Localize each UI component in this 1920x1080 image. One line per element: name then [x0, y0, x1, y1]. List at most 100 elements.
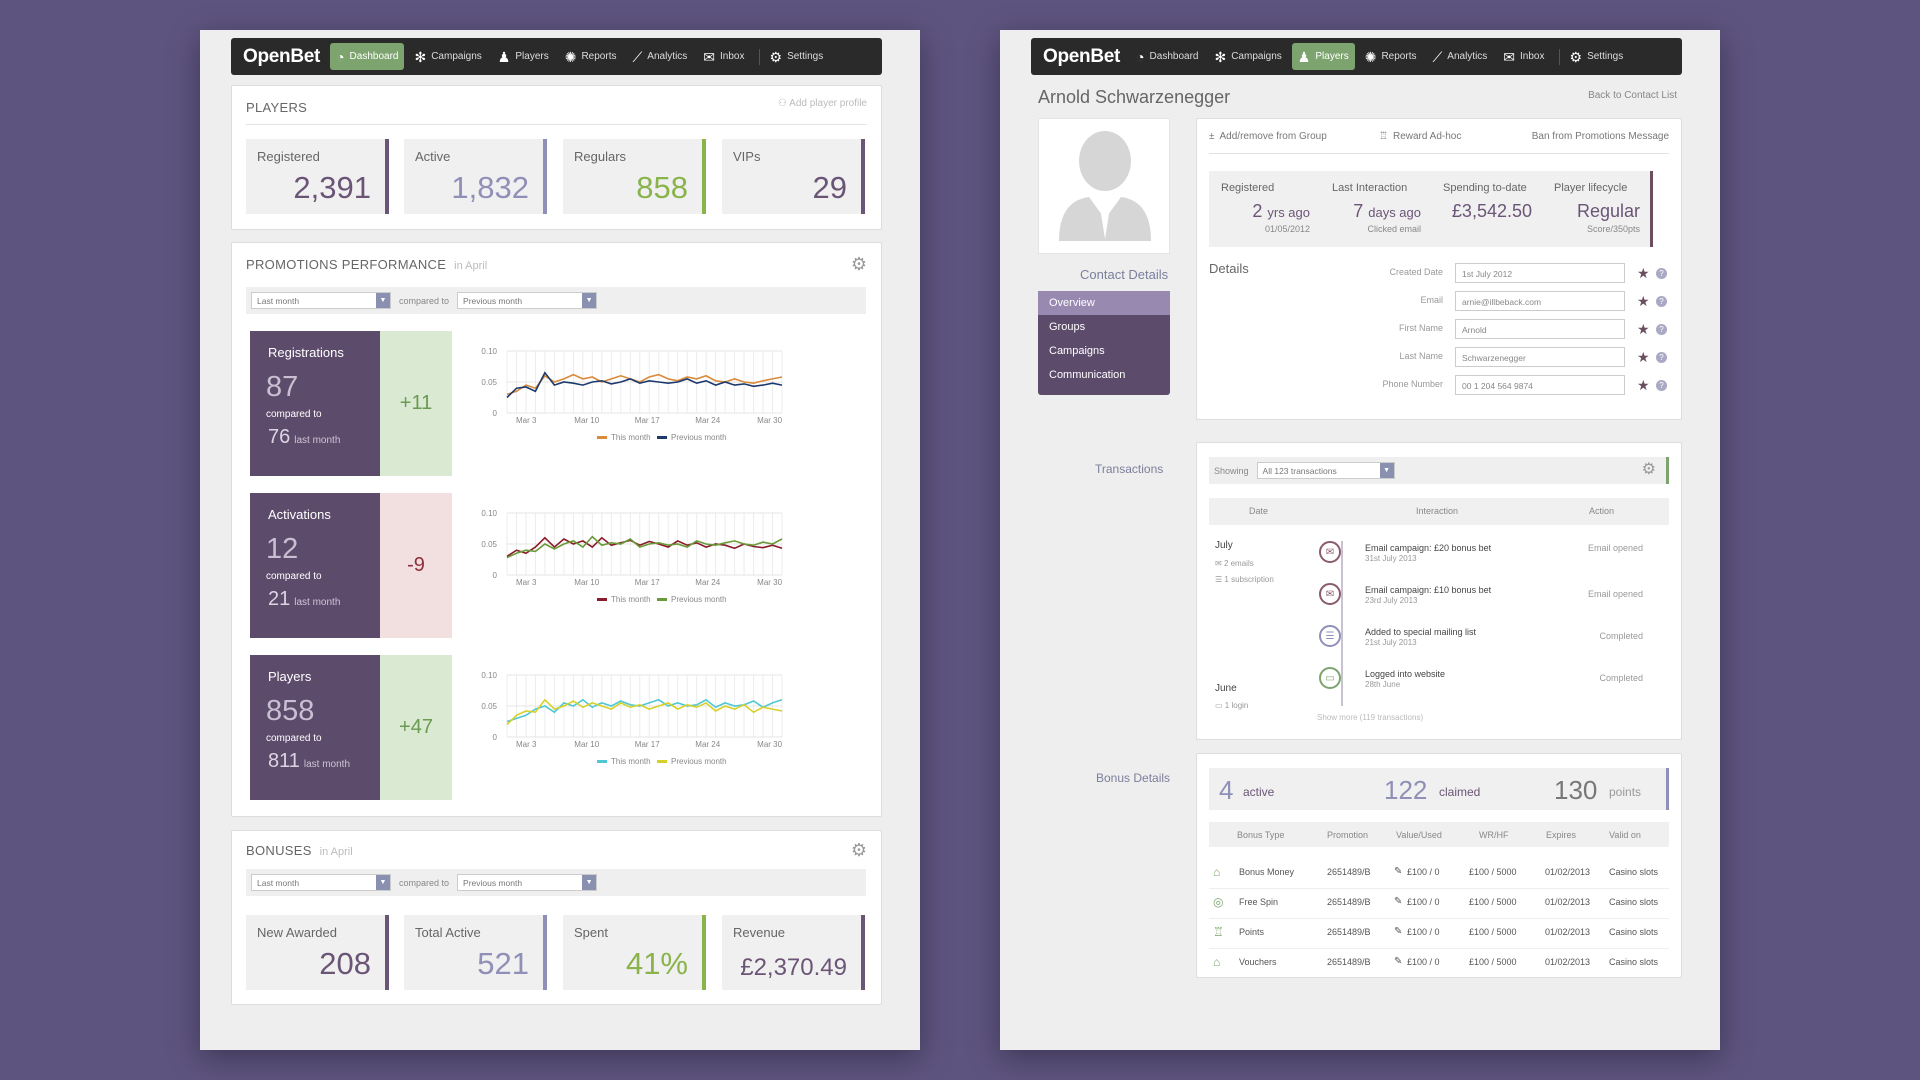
created-date-field[interactable]: 1st July 2012: [1455, 263, 1625, 283]
series-line: [506, 698, 783, 726]
star-icon[interactable]: ★: [1637, 265, 1650, 281]
nav-inbox[interactable]: ✉ Inbox: [1503, 48, 1545, 65]
last-name-field[interactable]: Schwarzenegger: [1455, 347, 1625, 367]
help-icon[interactable]: ?: [1656, 352, 1667, 363]
nav-campaigns[interactable]: ✻ Campaigns: [1214, 48, 1282, 65]
help-icon[interactable]: ?: [1656, 296, 1667, 307]
add-remove-group-action[interactable]: ± Add/remove from Group: [1209, 131, 1327, 142]
menu-campaigns[interactable]: Campaigns: [1049, 345, 1105, 357]
table-row[interactable]: ⌂ Bonus Money 2651489/B £100 / 0 £100 / 5000…: [1209, 859, 1669, 889]
transactions-select[interactable]: All 123 transactions ▼: [1256, 462, 1395, 479]
star-icon[interactable]: ★: [1637, 377, 1650, 393]
list-icon: ☰: [1319, 625, 1341, 647]
reward-adhoc-action[interactable]: ♖ Reward Ad-hoc: [1379, 131, 1462, 142]
nav-players[interactable]: ♟ Players: [497, 48, 549, 65]
period-select[interactable]: Last month ▼: [251, 874, 391, 891]
bonus-cell-valid: Casino slots: [1609, 927, 1659, 937]
badge-icon: ✺: [1364, 48, 1377, 65]
player-profile-screen: OpenBet ◔ Dashboard ✻ Campaigns ♟ Players ✺…: [1000, 30, 1720, 1050]
gear-icon[interactable]: ⚙: [850, 254, 867, 274]
logo: OpenBet: [243, 45, 321, 67]
table-row[interactable]: ♖ Points 2651489/B £100 / 0 £100 / 5000 01/02…: [1209, 919, 1669, 949]
month-july: July: [1215, 540, 1233, 551]
nav-players[interactable]: ♟ Players: [1291, 43, 1355, 70]
help-icon[interactable]: ?: [1656, 268, 1667, 279]
dashboard-icon: ◔: [336, 48, 345, 65]
series-line: [506, 698, 783, 723]
transactions-panel: Showing All 123 transactions ▼ ⚙ Date Int…: [1196, 442, 1682, 740]
gear-icon[interactable]: ⚙: [1641, 461, 1656, 478]
help-icon[interactable]: ?: [1656, 380, 1667, 391]
edit-icon[interactable]: ✎: [1394, 956, 1403, 967]
laptop-icon: ▭: [1215, 701, 1223, 710]
menu-overview[interactable]: Overview: [1038, 291, 1170, 315]
dashboard-icon: ◔: [1136, 48, 1145, 65]
bonus-cell-promotion: 2651489/B: [1327, 897, 1371, 907]
nav-settings[interactable]: ⚙ Settings: [769, 48, 824, 65]
promotions-panel: PROMOTIONS PERFORMANCE in April ⚙ Last mo…: [231, 242, 882, 817]
email-row: Email arnie@illbeback.com ★?: [1197, 291, 1681, 311]
first-name-field[interactable]: Arnold: [1455, 319, 1625, 339]
help-icon[interactable]: ?: [1656, 324, 1667, 335]
nav-campaigns[interactable]: ✻ Campaigns: [414, 48, 482, 65]
registrations-block: Registrations 87 compared to 76 last mont…: [250, 331, 380, 476]
activations-chart: 0.10 0.05 0 Mar 3 Mar 10 Mar 17 Mar 24 Mar 30 Th…: [481, 505, 782, 635]
x-tick-label: Mar 10: [574, 416, 599, 425]
x-tick-label: Mar 17: [635, 578, 660, 587]
table-row[interactable]: ◎ Free Spin 2651489/B £100 / 0 £100 / 5000 01…: [1209, 889, 1669, 919]
table-row[interactable]: ⌂ Vouchers 2651489/B £100 / 0 £100 / 5000 01/…: [1209, 949, 1669, 979]
nav-dashboard[interactable]: ◔ Dashboard: [330, 43, 405, 70]
period-select[interactable]: Last month ▼: [251, 292, 391, 309]
top-nav: OpenBet ◔ Dashboard ✻ Campaigns ♟ Players ✺…: [1031, 38, 1682, 75]
user-icon: ♟: [1297, 48, 1311, 65]
overview-panel: ± Add/remove from Group ♖ Reward Ad-hoc Ba…: [1196, 118, 1682, 420]
star-icon[interactable]: ★: [1637, 293, 1650, 309]
menu-groups[interactable]: Groups: [1049, 321, 1086, 333]
nav-reports[interactable]: ✺ Reports: [564, 48, 617, 65]
stat-vips: VIPs 29: [722, 139, 865, 214]
nav-inbox[interactable]: ✉ Inbox: [703, 48, 745, 65]
chevron-down-icon: ▼: [376, 875, 390, 890]
bonus-cell-promotion: 2651489/B: [1327, 927, 1371, 937]
gear-icon[interactable]: ⚙: [850, 840, 867, 860]
nav-settings[interactable]: ⚙ Settings: [1569, 48, 1624, 65]
email-field[interactable]: arnie@illbeback.com: [1455, 291, 1625, 311]
show-more-link[interactable]: Show more (119 transactions): [1317, 713, 1424, 722]
edit-icon[interactable]: ✎: [1394, 926, 1403, 937]
divider: [246, 124, 867, 125]
stat-revenue: Revenue £2,370.49: [722, 915, 865, 990]
mail-icon: ✉: [1319, 583, 1341, 605]
nav-reports[interactable]: ✺ Reports: [1364, 48, 1417, 65]
back-to-contact-list-link[interactable]: Back to Contact List: [1588, 90, 1677, 101]
line-chart: 0.10 0.05 0 Mar 3 Mar 10 Mar 17 Mar 24 Mar 30 Th…: [481, 347, 783, 442]
bonus-cell-valid: Casino slots: [1609, 867, 1659, 877]
x-tick-label: Mar 3: [516, 578, 537, 587]
x-tick-label: Mar 3: [516, 740, 537, 749]
chevron-down-icon: ▼: [582, 875, 597, 890]
profile-menu: Overview Groups Campaigns Communication: [1038, 291, 1170, 395]
summary-spending: Spending to-date £3,542.50: [1431, 171, 1542, 247]
legend-swatch: [657, 436, 667, 439]
edit-icon[interactable]: ✎: [1394, 866, 1403, 877]
players-title: PLAYERS: [246, 100, 308, 115]
compare-select[interactable]: Previous month ▼: [457, 874, 598, 891]
menu-communication[interactable]: Communication: [1049, 369, 1126, 381]
compare-select[interactable]: Previous month ▼: [457, 292, 598, 309]
legend-label: This month: [611, 433, 651, 442]
gear-icon: ✻: [414, 48, 427, 65]
nav-analytics[interactable]: ⟋ Analytics: [1432, 48, 1488, 65]
add-player-profile-link[interactable]: ⚇ Add player profile: [777, 98, 867, 109]
stat-regulars: Regulars 858: [563, 139, 706, 214]
star-icon[interactable]: ★: [1637, 321, 1650, 337]
voucher-icon: ⌂: [1213, 955, 1221, 969]
nav-analytics[interactable]: ⟋ Analytics: [632, 48, 688, 65]
phone-field[interactable]: 00 1 204 564 9874: [1455, 375, 1625, 395]
ban-from-promotions-action[interactable]: Ban from Promotions Message: [1531, 131, 1669, 142]
edit-icon[interactable]: ✎: [1394, 896, 1403, 907]
mail-icon: ✉: [1215, 559, 1222, 568]
stat-active: Active 1,832: [404, 139, 547, 214]
star-icon[interactable]: ★: [1637, 349, 1650, 365]
series-line: [506, 371, 783, 399]
legend-label: Previous month: [671, 757, 727, 766]
nav-dashboard[interactable]: ◔ Dashboard: [1136, 48, 1199, 65]
